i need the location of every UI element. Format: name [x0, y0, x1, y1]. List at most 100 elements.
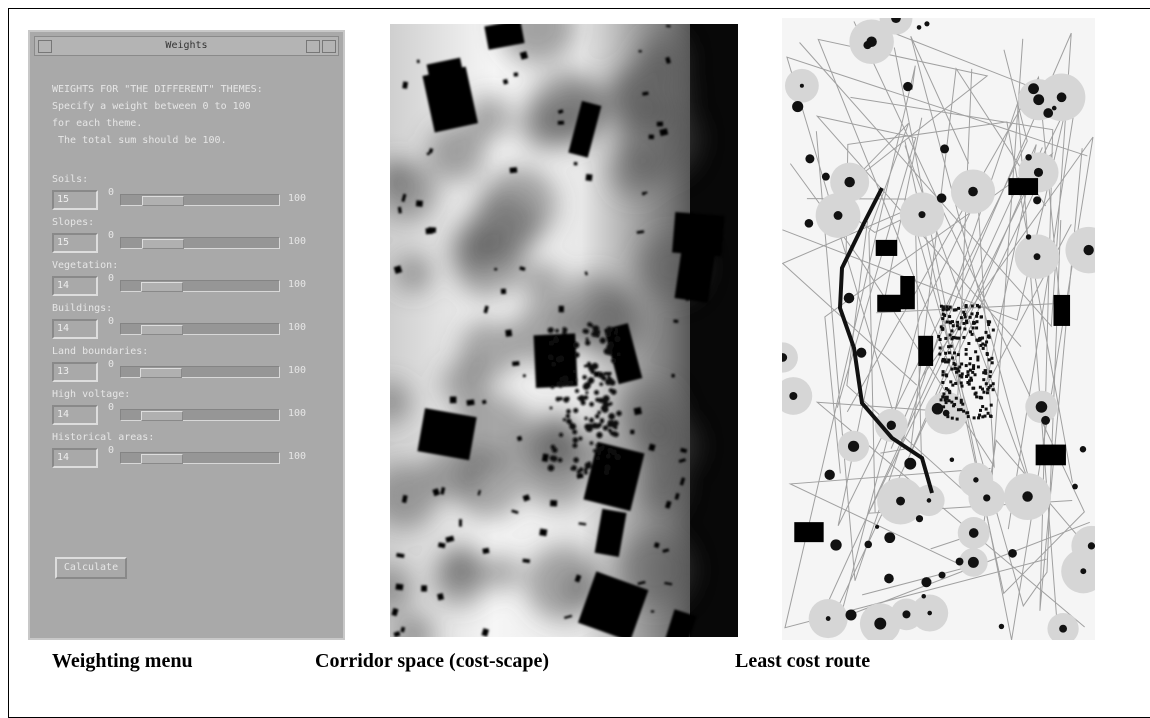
- obstacle: [514, 72, 519, 76]
- weight-entry[interactable]: 15: [52, 233, 98, 253]
- building: [950, 345, 953, 348]
- building: [611, 358, 616, 363]
- minimize-button[interactable]: [306, 40, 320, 53]
- weight-slider[interactable]: [120, 452, 280, 464]
- slider-thumb[interactable]: [141, 411, 183, 421]
- settlement: [1034, 253, 1041, 260]
- settlement: [918, 211, 925, 218]
- building: [992, 329, 995, 332]
- building: [599, 382, 603, 386]
- window-menu-button[interactable]: [38, 40, 52, 53]
- calculate-button[interactable]: Calculate: [55, 557, 127, 579]
- building: [556, 356, 562, 362]
- slider-thumb[interactable]: [141, 325, 183, 335]
- weight-slider[interactable]: [120, 366, 280, 378]
- building: [971, 312, 974, 315]
- caption: Least cost route: [735, 650, 870, 673]
- dialog-title: Weights: [165, 40, 207, 51]
- obstacle: [649, 134, 655, 139]
- weight-entry[interactable]: 14: [52, 448, 98, 468]
- building: [992, 388, 995, 391]
- building: [964, 316, 967, 319]
- building: [974, 393, 977, 396]
- building: [946, 320, 949, 323]
- building: [963, 327, 966, 330]
- building: [979, 409, 982, 412]
- building: [991, 361, 994, 364]
- building: [966, 411, 969, 414]
- building: [954, 336, 957, 339]
- settlement: [1022, 491, 1033, 502]
- building: [562, 375, 568, 381]
- weight-slider[interactable]: [120, 323, 280, 335]
- building: [981, 342, 984, 345]
- building: [548, 327, 554, 333]
- building: [616, 411, 622, 417]
- forest: [1036, 445, 1066, 466]
- settlement: [969, 528, 979, 538]
- weight-entry[interactable]: 14: [52, 405, 98, 425]
- building: [985, 382, 988, 385]
- obstacle: [466, 399, 474, 405]
- obstacle: [512, 361, 520, 366]
- slider-thumb[interactable]: [142, 196, 184, 206]
- weight-entry[interactable]: 15: [52, 190, 98, 210]
- building: [960, 362, 963, 365]
- building: [965, 353, 968, 356]
- building: [579, 467, 584, 472]
- building: [967, 415, 970, 418]
- slider-thumb[interactable]: [141, 282, 183, 292]
- building: [604, 348, 611, 355]
- caption: Corridor space (cost-scape): [315, 650, 549, 673]
- slider-label: Buildings:: [52, 303, 112, 314]
- settlement: [968, 557, 979, 568]
- weight-entry[interactable]: 14: [52, 319, 98, 339]
- building: [975, 326, 978, 329]
- maximize-button[interactable]: [322, 40, 336, 53]
- slider-thumb[interactable]: [142, 239, 184, 249]
- building: [979, 337, 982, 340]
- building: [573, 408, 578, 413]
- building: [960, 399, 963, 402]
- building: [585, 462, 592, 469]
- building: [943, 314, 946, 317]
- settlement: [927, 611, 932, 616]
- building: [559, 433, 563, 437]
- title-bar: Weights: [34, 36, 339, 56]
- weight-slider[interactable]: [120, 280, 280, 292]
- building: [601, 446, 604, 449]
- building: [971, 304, 974, 307]
- building: [975, 395, 978, 398]
- building: [941, 373, 944, 376]
- weight-slider[interactable]: [120, 409, 280, 421]
- slider-thumb[interactable]: [140, 368, 182, 378]
- building: [990, 404, 993, 407]
- settlement: [968, 187, 978, 197]
- weight-entry[interactable]: 13: [52, 362, 98, 382]
- settlement: [834, 211, 843, 220]
- slider-thumb[interactable]: [141, 454, 183, 464]
- building: [551, 455, 557, 461]
- caption: Weighting menu: [52, 650, 193, 673]
- building: [611, 449, 617, 455]
- building: [573, 457, 579, 463]
- building: [942, 405, 945, 408]
- building: [939, 346, 942, 349]
- settlement: [864, 541, 872, 549]
- building: [574, 352, 579, 357]
- building: [550, 406, 553, 409]
- cost-halo: [640, 469, 684, 513]
- building: [575, 389, 579, 393]
- settlement: [956, 558, 964, 566]
- building: [946, 396, 949, 399]
- settlement: [904, 458, 916, 470]
- weight-slider[interactable]: [120, 237, 280, 249]
- building: [942, 305, 945, 308]
- slider-min: 0: [108, 359, 114, 370]
- building: [989, 370, 992, 373]
- building: [969, 369, 972, 372]
- cost-edge: [690, 24, 738, 637]
- weight-entry[interactable]: 14: [52, 276, 98, 296]
- settlement: [927, 498, 932, 503]
- weight-slider[interactable]: [120, 194, 280, 206]
